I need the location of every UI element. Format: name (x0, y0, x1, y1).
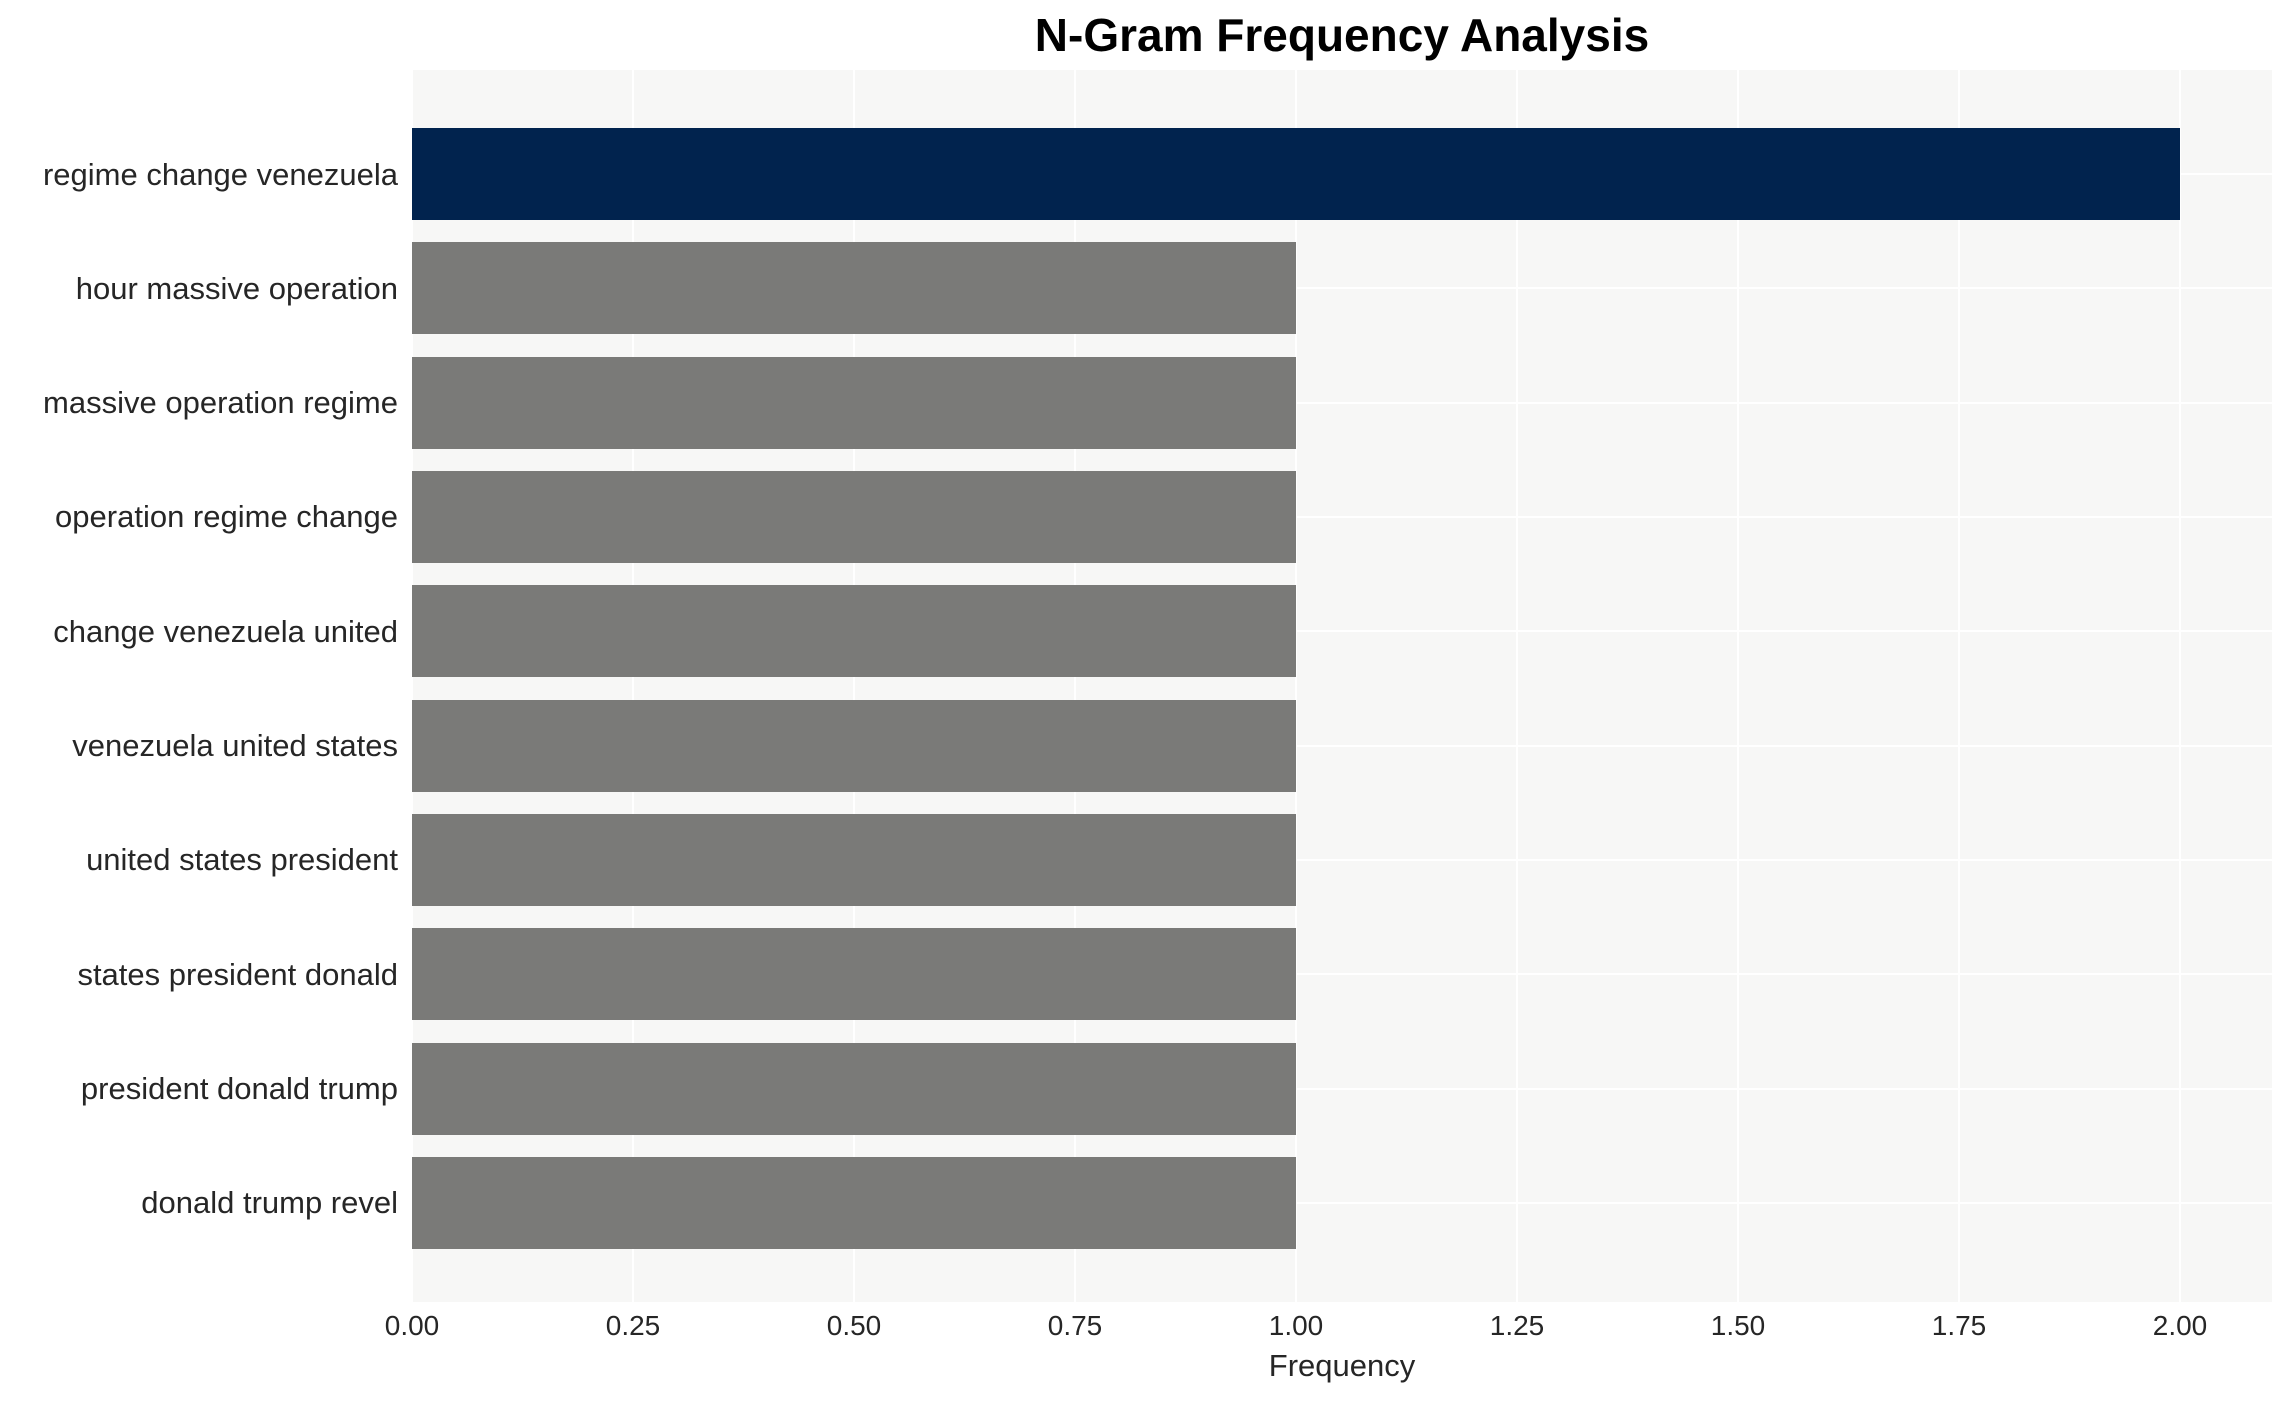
gridline-vertical (411, 70, 413, 1302)
y-tick-label: regime change venezuela (42, 156, 398, 192)
x-tick-label: 2.00 (2152, 1310, 2208, 1341)
x-tick-label: 0.00 (384, 1310, 440, 1341)
x-tick-label: 1.25 (1489, 1310, 1545, 1341)
gridline-horizontal (412, 858, 2272, 861)
x-tick-label: 0.75 (1047, 1310, 1103, 1341)
x-tick-label: 0.25 (605, 1310, 661, 1341)
gridline-vertical (1737, 70, 1739, 1302)
y-tick-label: states president donald (77, 956, 398, 992)
x-tick-label: 1.50 (1710, 1310, 1766, 1341)
y-tick-label: hour massive operation (75, 270, 398, 306)
x-tick-label: 1.00 (1268, 1310, 1324, 1341)
y-tick-label: operation regime change (55, 499, 398, 535)
bar-president-donald-trump (412, 1042, 1296, 1135)
gridline-horizontal (412, 401, 2272, 404)
bar-donald-trump-revel (412, 1156, 1296, 1249)
gridline-horizontal (412, 973, 2272, 976)
bar-hour-massive-operation (412, 242, 1296, 335)
gridline-horizontal (412, 287, 2272, 290)
bar-venezuela-united-states (412, 699, 1296, 792)
gridline-vertical (853, 70, 855, 1302)
x-tick-label: 0.50 (826, 1310, 882, 1341)
y-tick-label: united states president (86, 842, 398, 878)
x-axis-title: Frequency (1268, 1348, 1416, 1383)
gridline-horizontal (412, 1201, 2272, 1204)
gridline-horizontal (412, 630, 2272, 633)
gridline-vertical (2179, 70, 2181, 1302)
x-tick-label: 1.75 (1931, 1310, 1987, 1341)
gridline-vertical (1074, 70, 1076, 1302)
bar-massive-operation-regime (412, 356, 1296, 449)
gridline-horizontal (412, 1087, 2272, 1090)
bar-united-states-president (412, 813, 1296, 906)
y-tick-label: massive operation regime (43, 385, 398, 421)
gridline-vertical (1295, 70, 1297, 1302)
gridline-vertical (632, 70, 634, 1302)
plot-area (411, 70, 2272, 1302)
bar-change-venezuela-united (412, 585, 1296, 678)
gridline-horizontal (412, 744, 2272, 747)
y-tick-label: venezuela united states (72, 728, 398, 764)
y-tick-label: donald trump revel (141, 1185, 398, 1221)
bar-regime-change-venezuela (412, 128, 2180, 220)
gridline-horizontal (412, 515, 2272, 518)
chart-title: N-Gram Frequency Analysis (1034, 9, 1650, 61)
y-tick-label: president donald trump (80, 1071, 398, 1107)
gridline-vertical (1958, 70, 1960, 1302)
gridline-vertical (1516, 70, 1518, 1302)
y-tick-label: change venezuela united (53, 613, 398, 649)
bar-operation-regime-change (412, 470, 1296, 563)
bar-states-president-donald (412, 928, 1296, 1021)
